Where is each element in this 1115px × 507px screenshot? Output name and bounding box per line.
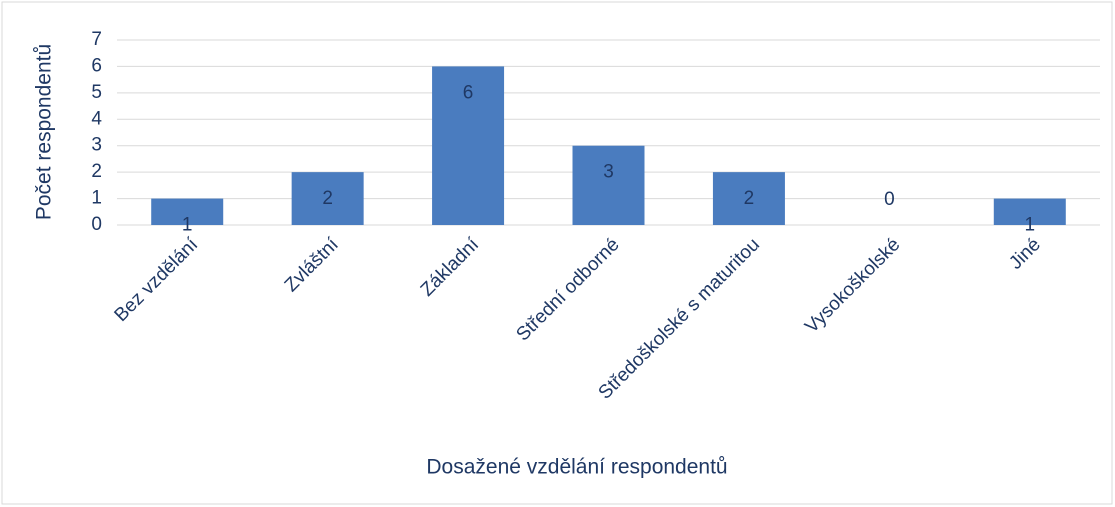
bar <box>712 172 785 225</box>
bar <box>572 145 645 225</box>
y-tick-label: 3 <box>91 135 102 156</box>
data-label: 2 <box>322 188 333 209</box>
y-tick-label: 0 <box>91 214 102 235</box>
data-label: 1 <box>1024 215 1035 236</box>
data-label: 2 <box>744 188 755 209</box>
bar <box>151 198 224 225</box>
bar <box>432 66 505 225</box>
data-label: 6 <box>463 82 474 103</box>
y-tick-label: 7 <box>91 29 102 50</box>
y-tick-label: 6 <box>91 55 102 76</box>
y-tick-label: 5 <box>91 82 102 103</box>
y-axis-title: Počet respondentů <box>33 44 56 220</box>
bar <box>993 198 1066 225</box>
data-label: 1 <box>182 215 193 236</box>
y-tick-label: 2 <box>91 161 102 182</box>
x-axis-title: Dosažené vzdělání respondentů <box>426 456 727 479</box>
y-tick-label: 1 <box>91 188 102 209</box>
bar <box>291 172 364 225</box>
data-label: 0 <box>884 189 895 210</box>
data-label: 3 <box>603 162 614 183</box>
y-tick-label: 4 <box>91 108 102 129</box>
